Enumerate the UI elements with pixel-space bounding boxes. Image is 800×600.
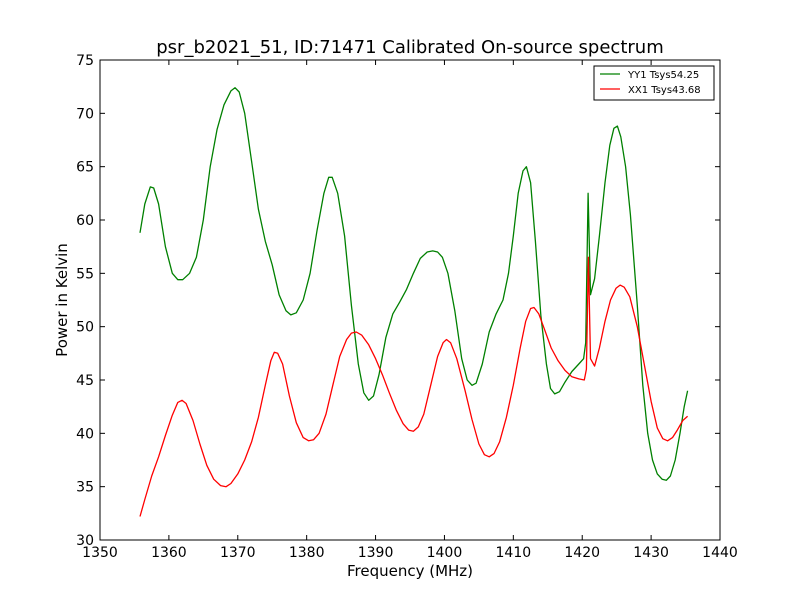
- chart-title: psr_b2021_51, ID:71471 Calibrated On-sou…: [156, 37, 663, 58]
- plot-lines: [139, 87, 689, 517]
- y-tick-label: 50: [76, 320, 94, 336]
- x-tick-label: 1410: [496, 545, 532, 561]
- x-tick-label: 1390: [358, 545, 394, 561]
- series-line-xx1: [139, 256, 689, 517]
- y-tick-label: 45: [76, 373, 94, 389]
- plot-frame: [99, 59, 721, 541]
- y-axis-label: Power in Kelvin: [53, 243, 71, 357]
- legend-label-yy1: YY1 Tsys54.25: [627, 70, 699, 81]
- y-tick-label: 60: [76, 213, 94, 229]
- y-tick-label: 75: [76, 53, 94, 69]
- y-tick-label: 65: [76, 160, 94, 176]
- x-tick-label: 1420: [564, 545, 600, 561]
- x-axis-ticks: 1350 1360 1370 1380 1390 1400 1410 1420 1430 1440: [82, 60, 738, 561]
- legend: YY1 Tsys54.25 XX1 Tsys43.68: [593, 65, 715, 101]
- x-tick-label: 1430: [633, 545, 669, 561]
- y-tick-label: 30: [76, 533, 94, 549]
- x-tick-label: 1380: [289, 545, 325, 561]
- y-tick-label: 35: [76, 480, 94, 496]
- legend-box: [593, 65, 715, 101]
- legend-label-xx1: XX1 Tsys43.68: [628, 85, 701, 96]
- y-tick-label: 55: [76, 266, 94, 282]
- x-tick-label: 1440: [702, 545, 738, 561]
- x-axis-label: Frequency (MHz): [347, 562, 473, 580]
- y-tick-label: 70: [76, 106, 94, 122]
- series-line-yy1: [139, 87, 689, 481]
- x-tick-label: 1370: [220, 545, 256, 561]
- x-tick-label: 1360: [151, 545, 187, 561]
- x-tick-label: 1350: [82, 545, 118, 561]
- y-tick-label: 40: [76, 426, 94, 442]
- x-tick-label: 1400: [427, 545, 463, 561]
- y-axis-ticks: 30 35 40 45 50 55 60 65 70 75: [76, 53, 720, 549]
